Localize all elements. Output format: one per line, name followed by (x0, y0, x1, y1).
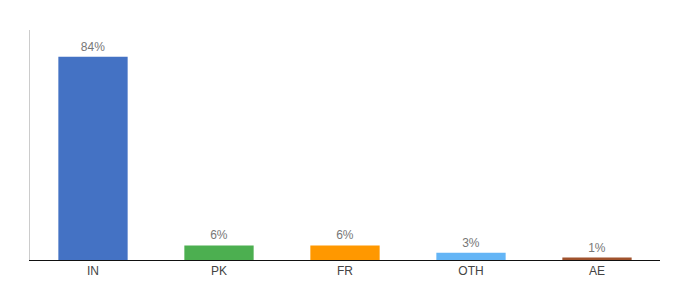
svg-text:FR: FR (337, 264, 353, 278)
svg-text:6%: 6% (210, 228, 228, 242)
svg-text:IN: IN (87, 264, 99, 278)
svg-text:3%: 3% (462, 236, 480, 250)
svg-text:PK: PK (211, 264, 227, 278)
svg-text:OTH: OTH (458, 264, 483, 278)
svg-text:AE: AE (589, 264, 605, 278)
svg-text:1%: 1% (588, 241, 606, 255)
svg-text:6%: 6% (336, 228, 354, 242)
svg-text:84%: 84% (81, 40, 105, 54)
